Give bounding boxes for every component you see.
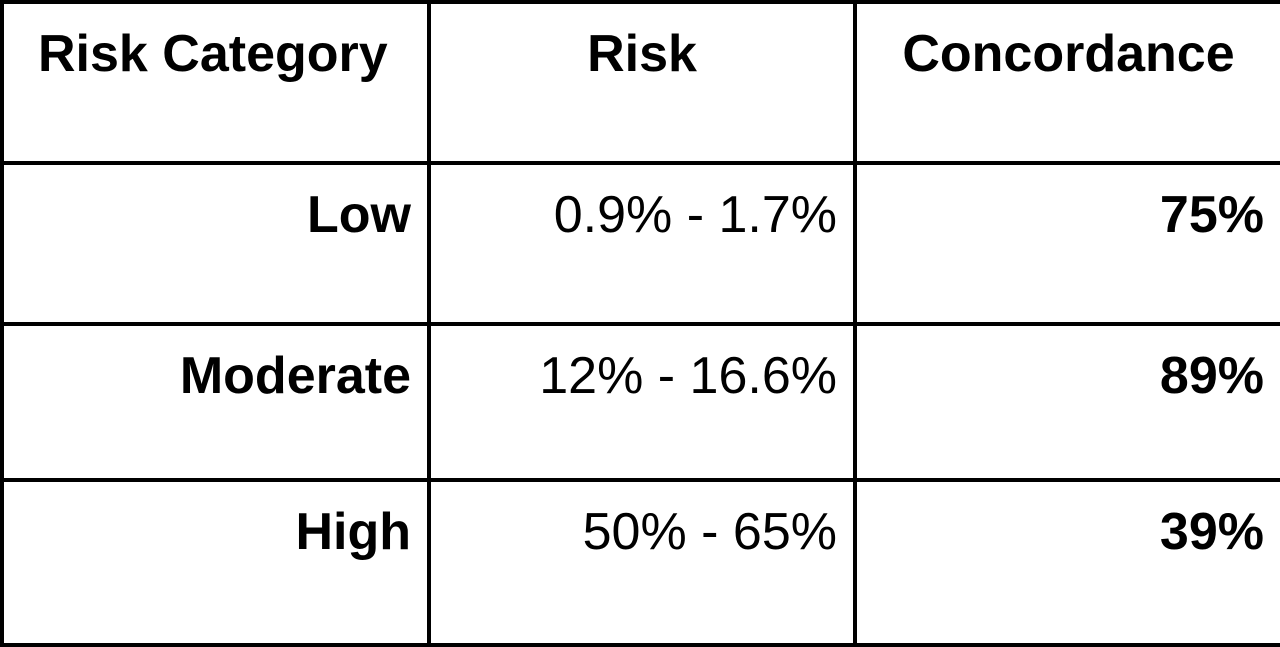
risk-range-cell: 50% - 65%: [427, 478, 857, 647]
header-risk: Risk: [427, 0, 857, 165]
risk-range-cell: 12% - 16.6%: [427, 322, 857, 482]
table-header-row: Risk Category Risk Concordance: [0, 0, 1280, 165]
risk-category-cell: Moderate: [0, 322, 431, 482]
concordance-cell: 75%: [853, 161, 1280, 326]
table-row: Moderate 12% - 16.6% 89%: [0, 322, 1280, 482]
header-concordance: Concordance: [853, 0, 1280, 165]
concordance-cell: 89%: [853, 322, 1280, 482]
table-row: High 50% - 65% 39%: [0, 478, 1280, 647]
risk-range-cell: 0.9% - 1.7%: [427, 161, 857, 326]
table-row: Low 0.9% - 1.7% 75%: [0, 161, 1280, 326]
concordance-cell: 39%: [853, 478, 1280, 647]
risk-category-cell: Low: [0, 161, 431, 326]
header-risk-category: Risk Category: [0, 0, 431, 165]
risk-category-cell: High: [0, 478, 431, 647]
